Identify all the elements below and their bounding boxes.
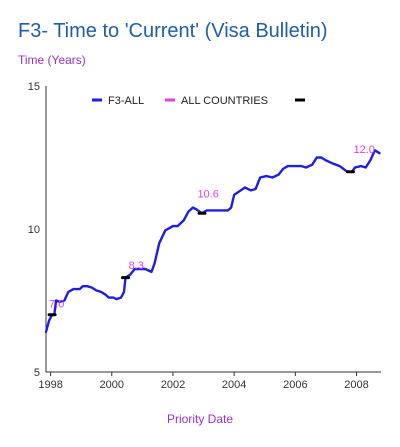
annotation-label: 12.0 [353,144,374,156]
x-tick-label: 2000 [100,379,124,391]
y-tick-label: 10 [28,224,40,236]
x-tick-label: 2002 [161,379,185,391]
x-tick-label: 2004 [222,379,246,391]
legend: F3-ALL ALL COUNTRIES [92,95,305,107]
axes [45,86,381,373]
annotations: 7.0 8.3 10.6 12.0 [49,144,375,310]
y-ticks: 5 10 15 [28,81,40,379]
y-axis-label: Time (Years) [18,53,86,67]
legend-entry-label: F3-ALL [108,95,144,107]
x-tick-label: 2006 [283,379,307,391]
annotation-label: 7.0 [49,299,64,311]
series-line-f3-all [44,149,381,334]
legend-entry-label: ALL COUNTRIES [181,95,268,107]
annotation-label: 8.3 [129,260,144,272]
y-tick-label: 5 [34,367,40,379]
series-lines [44,149,381,334]
x-axis-label: Priority Date [166,412,234,426]
y-tick-label: 15 [28,81,40,93]
chart-title: F3- Time to 'Current' (Visa Bulletin) [18,20,328,42]
x-tick-label: 1998 [38,379,62,391]
black-markers [47,170,355,317]
x-tick-label: 2008 [344,379,368,391]
annotation-label: 10.6 [197,189,218,201]
x-ticks: 1998 2000 2002 2004 2006 2008 [38,372,369,391]
